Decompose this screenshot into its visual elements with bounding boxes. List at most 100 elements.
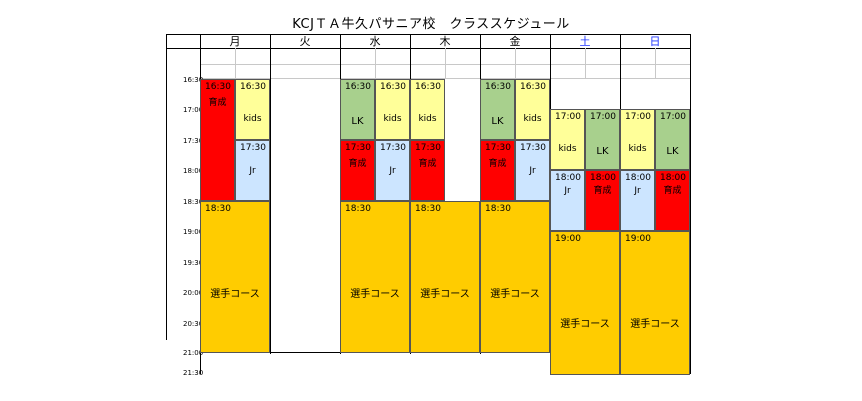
class-time: 18:30 xyxy=(205,204,231,214)
class-time: 17:30 xyxy=(380,143,406,153)
time-tick: 20:00 xyxy=(183,289,204,297)
day-header-sun: 日 xyxy=(649,35,661,48)
class-block-kids: 17:00 kids xyxy=(620,109,655,170)
class-time: 19:00 xyxy=(555,234,581,244)
class-block-ikusei: 18:00 育成 xyxy=(585,170,620,231)
class-time: 16:30 xyxy=(380,82,406,92)
class-time: 17:30 xyxy=(415,143,441,153)
grid-line xyxy=(166,34,691,35)
class-label: 選手コース xyxy=(350,289,400,300)
time-tick: 16:30 xyxy=(183,76,204,84)
class-time: 18:00 xyxy=(555,173,581,183)
class-time: 18:30 xyxy=(485,204,511,214)
class-block-ikusei: 17:30 育成 xyxy=(340,140,375,201)
class-time: 18:30 xyxy=(345,204,371,214)
class-block-senshu: 18:30 選手コース xyxy=(480,201,550,353)
class-block-senshu: 18:30 選手コース xyxy=(340,201,410,353)
class-time: 17:00 xyxy=(590,112,616,122)
class-block-ikusei: 17:30 育成 xyxy=(480,140,515,201)
class-label: Jr xyxy=(529,166,536,176)
class-block-jr: 17:30 Jr xyxy=(375,140,410,201)
day-header-wed: 水 xyxy=(369,35,381,48)
grid-line xyxy=(200,78,691,79)
class-time: 17:30 xyxy=(520,143,546,153)
time-tick: 19:00 xyxy=(183,228,204,236)
class-label: Jr xyxy=(389,166,396,176)
class-label: kids xyxy=(243,114,262,124)
grid-line xyxy=(585,48,586,78)
class-block-kids: 17:00 kids xyxy=(550,109,585,170)
class-label: Jr xyxy=(564,186,571,196)
class-block-ikusei: 17:30 育成 xyxy=(410,140,445,201)
class-label: kids xyxy=(628,144,647,154)
class-label: 育成 xyxy=(348,159,367,169)
class-label: 育成 xyxy=(488,159,507,169)
grid-line xyxy=(270,34,271,354)
class-time: 17:30 xyxy=(485,143,511,153)
class-block-ikusei: 18:00 育成 xyxy=(655,170,690,231)
class-block-jr: 17:30 Jr xyxy=(515,140,550,201)
day-header-fri: 金 xyxy=(509,35,521,48)
class-label: 育成 xyxy=(663,186,682,196)
class-time: 18:00 xyxy=(590,173,616,183)
class-label: Jr xyxy=(634,186,641,196)
class-label: 選手コース xyxy=(490,289,540,300)
grid-line xyxy=(655,48,656,78)
class-block-kids: 16:30 kids xyxy=(515,79,550,140)
class-label: 選手コース xyxy=(630,319,680,330)
class-label: Jr xyxy=(249,166,256,176)
class-block-senshu: 18:30 選手コース xyxy=(410,201,480,353)
class-label: 育成 xyxy=(593,186,612,196)
grid-line xyxy=(375,48,376,78)
class-block-jr: 17:30 Jr xyxy=(235,140,270,201)
time-tick: 18:30 xyxy=(183,198,204,206)
class-block-jr: 18:00 Jr xyxy=(620,170,655,231)
class-time: 16:30 xyxy=(205,82,231,92)
grid-line xyxy=(166,34,167,340)
class-label: 選手コース xyxy=(560,319,610,330)
class-label: 育成 xyxy=(208,98,227,108)
class-label: 選手コース xyxy=(210,289,260,300)
grid-line xyxy=(235,48,236,78)
class-block-lk: 16:30 LK xyxy=(480,79,515,140)
class-label: LK xyxy=(491,116,504,127)
time-tick: 19:30 xyxy=(183,259,204,267)
class-time: 16:30 xyxy=(415,82,441,92)
class-label: LK xyxy=(596,146,609,157)
class-label: kids xyxy=(523,114,542,124)
class-label: 育成 xyxy=(418,159,437,169)
time-tick: 21:00 xyxy=(183,349,204,357)
grid-line xyxy=(515,48,516,78)
grid-line xyxy=(445,48,446,78)
class-block-ikusei: 16:30 育成 xyxy=(200,79,235,201)
class-label: kids xyxy=(418,114,437,124)
grid-line xyxy=(690,34,691,374)
day-header-mon: 月 xyxy=(229,35,241,48)
class-block-senshu: 18:30 選手コース xyxy=(200,201,270,353)
class-block-senshu: 19:00 選手コース xyxy=(620,231,690,375)
grid-line xyxy=(166,48,691,49)
class-block-jr: 18:00 Jr xyxy=(550,170,585,231)
class-time: 16:30 xyxy=(240,82,266,92)
class-time: 17:00 xyxy=(555,112,581,122)
class-block-kids: 16:30 kids xyxy=(410,79,445,140)
class-time: 17:30 xyxy=(345,143,371,153)
class-time: 16:30 xyxy=(485,82,511,92)
time-tick: 20:30 xyxy=(183,320,204,328)
class-block-senshu: 19:00 選手コース xyxy=(550,231,620,375)
class-label: LK xyxy=(351,116,364,127)
class-time: 18:00 xyxy=(660,173,686,183)
class-time: 18:30 xyxy=(415,204,441,214)
class-label: kids xyxy=(558,144,577,154)
class-time: 16:30 xyxy=(345,82,371,92)
class-time: 18:00 xyxy=(625,173,651,183)
class-label: LK xyxy=(666,146,679,157)
page-title: KCJＴＡ牛久パサニア校 クラススケジュール xyxy=(292,17,570,32)
time-tick: 17:30 xyxy=(183,137,204,145)
time-tick: 21:30 xyxy=(183,369,204,377)
class-time: 17:30 xyxy=(240,143,266,153)
class-block-lk: 16:30 LK xyxy=(340,79,375,140)
day-header-tue: 火 xyxy=(299,35,311,48)
class-block-kids: 16:30 kids xyxy=(375,79,410,140)
